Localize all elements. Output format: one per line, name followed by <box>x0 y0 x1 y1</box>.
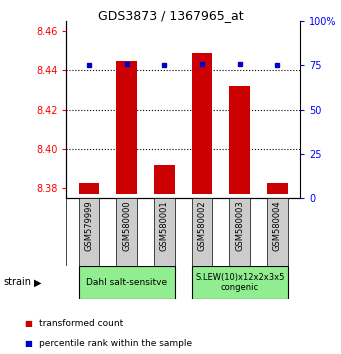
Text: transformed count: transformed count <box>39 319 123 329</box>
Text: GSM580004: GSM580004 <box>273 200 282 251</box>
Text: strain: strain <box>3 277 31 287</box>
Text: GSM580002: GSM580002 <box>198 200 207 251</box>
Text: S.LEW(10)x12x2x3x5
congenic: S.LEW(10)x12x2x3x5 congenic <box>195 273 284 292</box>
Text: Dahl salt-sensitve: Dahl salt-sensitve <box>86 278 167 287</box>
Bar <box>116 198 137 266</box>
Bar <box>229 198 250 266</box>
Bar <box>79 183 100 194</box>
Bar <box>192 266 288 299</box>
Bar <box>154 198 175 266</box>
Text: GSM580003: GSM580003 <box>235 200 244 251</box>
Bar <box>267 183 288 194</box>
Text: ■: ■ <box>24 339 32 348</box>
Bar <box>79 198 100 266</box>
Text: GDS3873 / 1367965_at: GDS3873 / 1367965_at <box>98 9 243 22</box>
Bar <box>116 61 137 194</box>
Bar <box>154 165 175 194</box>
Bar <box>192 198 212 266</box>
Text: ▶: ▶ <box>34 277 42 287</box>
Text: percentile rank within the sample: percentile rank within the sample <box>39 339 192 348</box>
Bar <box>79 266 175 299</box>
Bar <box>229 86 250 194</box>
Text: GSM580001: GSM580001 <box>160 200 169 251</box>
Bar <box>192 53 212 194</box>
Bar <box>267 198 288 266</box>
Text: GSM580000: GSM580000 <box>122 200 131 251</box>
Text: ■: ■ <box>24 319 32 329</box>
Text: GSM579999: GSM579999 <box>85 200 93 251</box>
